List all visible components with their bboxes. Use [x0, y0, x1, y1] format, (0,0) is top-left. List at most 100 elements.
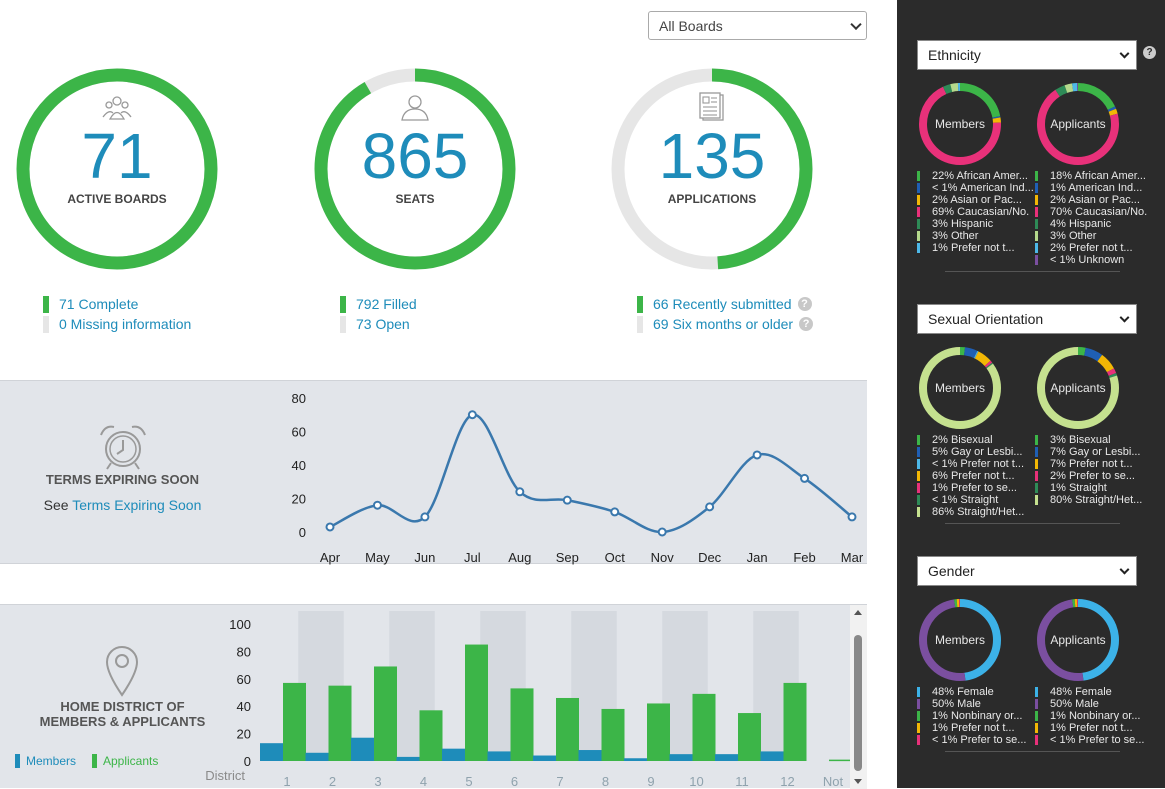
- data-point[interactable]: [752, 450, 762, 460]
- donut-slice[interactable]: [919, 83, 1001, 165]
- data-point[interactable]: [325, 522, 335, 532]
- terms-expiring-link[interactable]: Terms Expiring Soon: [72, 497, 202, 513]
- applicants-bar[interactable]: [783, 682, 807, 761]
- seats-open-link[interactable]: 73 Open: [340, 314, 410, 334]
- ethnicity-members-donut[interactable]: Members: [918, 82, 1002, 166]
- members-bar[interactable]: [669, 754, 693, 761]
- data-point[interactable]: [372, 500, 382, 510]
- apps-older-link[interactable]: 69 Six months or older ?: [637, 314, 814, 334]
- members-bar[interactable]: [624, 758, 647, 761]
- donut-slice[interactable]: [919, 599, 1001, 681]
- applicants-bar[interactable]: [328, 685, 352, 761]
- members-bar[interactable]: [578, 750, 602, 761]
- donut-slice[interactable]: [1037, 83, 1119, 165]
- orientation-applicants-donut[interactable]: Applicants: [1036, 346, 1120, 430]
- data-point[interactable]: [562, 495, 572, 505]
- x-tick-label: Nov: [651, 550, 675, 565]
- donut-slice[interactable]: [1037, 599, 1119, 681]
- legend-members[interactable]: Members: [15, 754, 76, 768]
- orientation-members-donut[interactable]: Members: [918, 346, 1002, 430]
- applicants-bar[interactable]: [601, 708, 625, 761]
- data-point[interactable]: [467, 410, 477, 420]
- applicants-bar[interactable]: [692, 693, 716, 761]
- donut-slice[interactable]: [1037, 599, 1119, 681]
- data-point[interactable]: [705, 502, 715, 512]
- scroll-up-arrow[interactable]: [854, 610, 862, 615]
- members-bar[interactable]: [351, 737, 374, 761]
- donut-slice[interactable]: [1037, 83, 1119, 165]
- boards-missing-link[interactable]: 0 Missing information: [43, 314, 191, 334]
- help-icon[interactable]: ?: [799, 317, 814, 331]
- members-bar[interactable]: [533, 755, 556, 761]
- applicants-bar[interactable]: [829, 759, 850, 762]
- apps-recent-link[interactable]: 66 Recently submitted ?: [637, 294, 812, 314]
- legend-row: < 1% Unknown: [1035, 254, 1147, 266]
- data-point[interactable]: [515, 487, 525, 497]
- help-icon[interactable]: ?: [1143, 46, 1156, 59]
- orientation-select[interactable]: Sexual Orientation: [917, 304, 1137, 334]
- donut-slice[interactable]: [919, 347, 1001, 429]
- members-bar[interactable]: [442, 748, 465, 761]
- legend-row: < 1% Prefer not t...: [917, 458, 1024, 470]
- document-icon: [699, 92, 724, 121]
- members-bar[interactable]: [487, 751, 511, 761]
- members-bar[interactable]: [715, 754, 738, 761]
- y-tick-label: 60: [237, 672, 251, 687]
- legend-row: 7% Gay or Lesbi...: [1035, 446, 1142, 458]
- applicants-bar[interactable]: [510, 688, 534, 761]
- gender-members-donut[interactable]: Members: [918, 598, 1002, 682]
- donut-chart: [919, 347, 1001, 429]
- scroll-down-arrow[interactable]: [854, 779, 862, 784]
- legend-row: 48% Female: [1035, 686, 1144, 698]
- data-point[interactable]: [420, 512, 430, 522]
- active-boards-ring[interactable]: 71 ACTIVE BOARDS: [16, 68, 218, 270]
- seats-ring[interactable]: 865 SEATS: [314, 68, 516, 270]
- ethnicity-applicants-donut[interactable]: Applicants: [1036, 82, 1120, 166]
- legend-text: 1% Nonbinary or...: [932, 710, 1023, 722]
- legend-text: 7% Prefer not t...: [1050, 458, 1133, 470]
- gender-select[interactable]: Gender: [917, 556, 1137, 586]
- ethnicity-select-value: Ethnicity: [928, 47, 981, 63]
- legend-text: 2% Prefer to se...: [1050, 470, 1135, 482]
- district-title-line1: HOME DISTRICT OF: [60, 699, 185, 714]
- members-bar[interactable]: [305, 752, 329, 761]
- legend-applicants-label: Applicants: [103, 754, 159, 768]
- applicants-bar[interactable]: [374, 666, 397, 761]
- applicants-bar[interactable]: [283, 682, 306, 761]
- data-point[interactable]: [800, 473, 810, 483]
- legend-text: 1% Prefer not t...: [1050, 722, 1133, 734]
- help-icon[interactable]: ?: [797, 297, 812, 311]
- data-point[interactable]: [610, 507, 620, 517]
- scrollbar-thumb[interactable]: [854, 635, 862, 771]
- boards-complete-link[interactable]: 71 Complete: [43, 294, 138, 314]
- applicants-bar[interactable]: [556, 697, 579, 761]
- data-point[interactable]: [657, 527, 667, 537]
- applicants-bar[interactable]: [738, 713, 761, 761]
- ethnicity-select[interactable]: Ethnicity: [917, 40, 1137, 70]
- gender-applicants-donut[interactable]: Applicants: [1036, 598, 1120, 682]
- donut-slice[interactable]: [919, 83, 1001, 165]
- legend-text: 6% Prefer not t...: [932, 470, 1015, 482]
- data-point[interactable]: [847, 512, 857, 522]
- legend-swatch: [1035, 483, 1038, 493]
- applicants-bar[interactable]: [647, 703, 670, 761]
- legend-swatch: [1035, 243, 1038, 253]
- legend-text: < 1% Prefer not t...: [932, 458, 1025, 470]
- seats-filled-link[interactable]: 792 Filled: [340, 294, 417, 314]
- legend-row: 7% Prefer not t...: [1035, 458, 1142, 470]
- members-bar[interactable]: [260, 743, 283, 761]
- scrollbar[interactable]: [850, 605, 867, 789]
- donut-slice[interactable]: [1037, 347, 1119, 429]
- applicants-bar[interactable]: [465, 644, 488, 761]
- members-bar[interactable]: [396, 756, 420, 761]
- applicants-bar[interactable]: [419, 710, 443, 761]
- legend-applicants[interactable]: Applicants: [92, 754, 158, 768]
- y-tick-label: 80: [237, 644, 251, 659]
- x-tick-label: 6: [511, 774, 518, 789]
- legend-swatch: [1035, 711, 1038, 721]
- applications-ring[interactable]: 135 APPLICATIONS: [611, 68, 813, 270]
- members-bar[interactable]: [760, 751, 784, 761]
- board-filter-select[interactable]: All Boards: [648, 11, 867, 40]
- donut-slice[interactable]: [919, 599, 1001, 681]
- legend-swatch: [917, 207, 920, 217]
